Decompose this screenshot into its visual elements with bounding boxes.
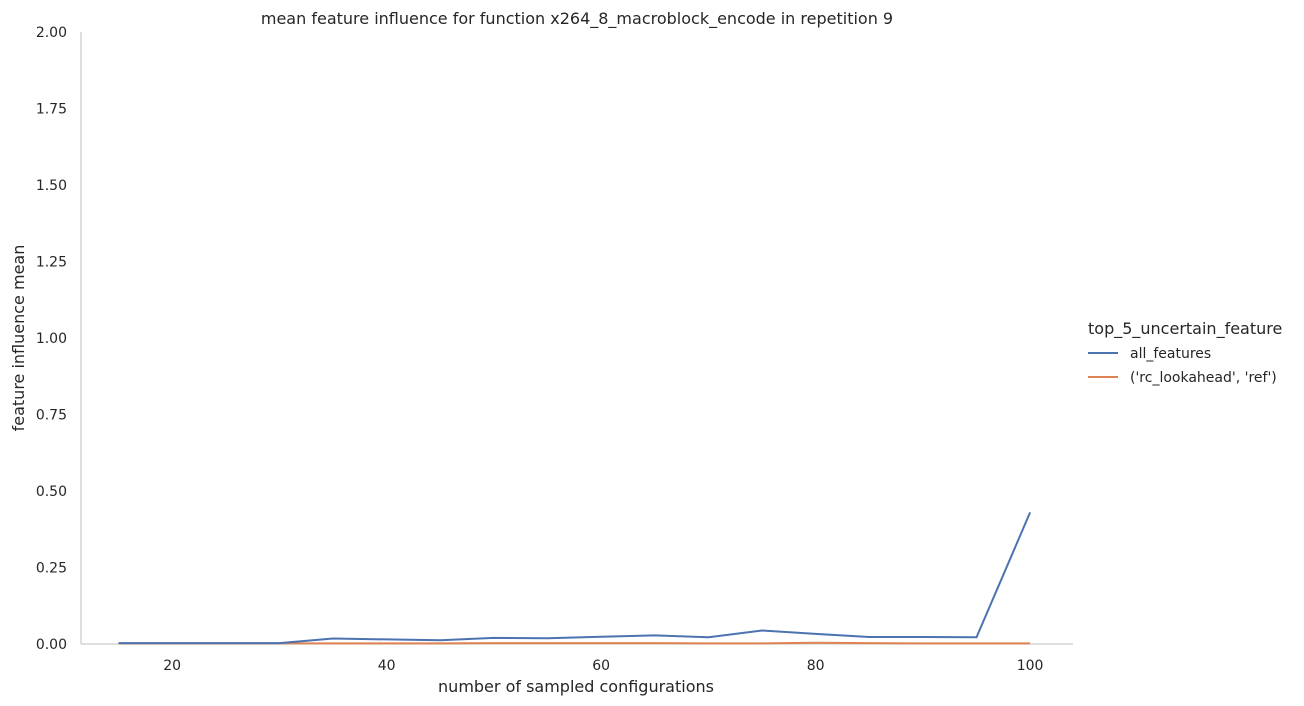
y-tick-label: 2.00 — [36, 25, 67, 41]
legend-title: top_5_uncertain_feature — [1088, 319, 1282, 339]
legend-label: ('rc_lookahead', 'ref') — [1130, 370, 1277, 386]
x-tick-labels: 20 40 60 80 100 — [163, 658, 1043, 674]
x-tick-label: 100 — [1017, 658, 1044, 674]
y-tick-label: 0.75 — [36, 408, 67, 424]
x-tick-label: 80 — [807, 658, 825, 674]
y-tick-label: 1.50 — [36, 178, 67, 194]
series-line-all-features — [118, 512, 1032, 645]
x-tick-label: 40 — [378, 658, 396, 674]
series-lines — [118, 512, 1032, 645]
y-axis-label: feature influence mean — [9, 245, 28, 432]
legend-items: all_features ('rc_lookahead', 'ref') — [1088, 346, 1277, 386]
x-axis-label: number of sampled configurations — [438, 677, 714, 696]
x-tick-label: 20 — [163, 658, 181, 674]
legend-label: all_features — [1130, 346, 1211, 362]
chart-title: mean feature influence for function x264… — [261, 9, 893, 29]
y-tick-label: 0.25 — [36, 561, 67, 577]
y-tick-label: 0.00 — [36, 637, 67, 653]
y-tick-label: 1.75 — [36, 102, 67, 118]
y-tick-labels: 0.00 0.25 0.50 0.75 1.00 1.25 1.50 1.75 2.00 — [36, 25, 67, 653]
y-tick-label: 0.50 — [36, 484, 67, 500]
legend: top_5_uncertain_feature all_features ('rc… — [1088, 319, 1282, 386]
x-tick-label: 60 — [592, 658, 610, 674]
y-tick-label: 1.00 — [36, 331, 67, 347]
y-tick-label: 1.25 — [36, 255, 67, 271]
